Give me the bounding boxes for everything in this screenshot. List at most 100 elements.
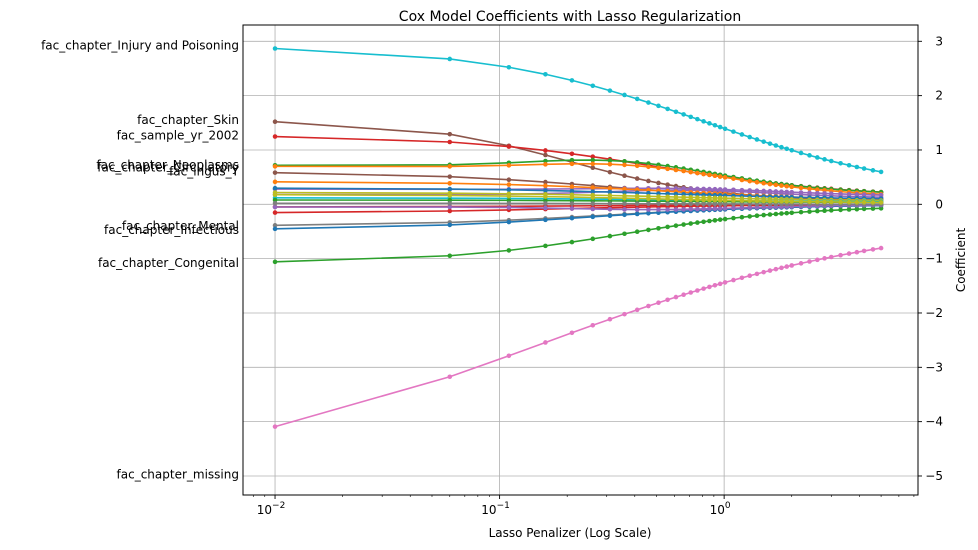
series-point [754, 198, 760, 204]
series-point [622, 186, 627, 192]
series-name-label: fac_chapter_Circulatory [97, 160, 239, 174]
series-point [822, 256, 827, 261]
series-point [622, 212, 627, 218]
series-point [656, 201, 661, 207]
series-point [447, 208, 453, 214]
series-point [272, 119, 278, 125]
series-point [272, 134, 278, 139]
series-point [543, 340, 548, 345]
series-point [665, 201, 670, 207]
series-point [838, 252, 843, 258]
series-point [739, 177, 745, 183]
series-point [846, 251, 852, 256]
series-point [688, 201, 694, 207]
y-tick-label: −3 [925, 360, 943, 374]
series-point [447, 204, 453, 210]
series-point [701, 119, 706, 124]
series-point [681, 292, 686, 298]
series-point [590, 214, 596, 220]
series-point [712, 283, 718, 288]
series-point [695, 206, 700, 212]
series-point [707, 218, 712, 224]
series-point [681, 112, 686, 117]
series-point [646, 227, 651, 233]
series-name-label: fac_chapter_Skin [137, 113, 239, 127]
series-point [681, 197, 686, 202]
chart-title: Cox Model Coefficients with Lasso Regula… [399, 9, 741, 25]
series-point [807, 199, 812, 205]
series-point [622, 207, 627, 212]
y-axis-label: Coefficient [954, 228, 968, 293]
series-point [789, 184, 795, 190]
series-line [272, 46, 884, 175]
series-point [506, 182, 512, 187]
series-name-labels: fac_chapter_Injury and Poisoning fac_chap… [41, 39, 240, 482]
x-axis-label: Lasso Penalizer (Log Scale) [489, 526, 652, 540]
series-point [838, 207, 843, 213]
series-point [447, 174, 453, 179]
series-point [779, 211, 784, 216]
series-point [681, 222, 686, 227]
series-point [665, 196, 670, 202]
series-point [701, 171, 706, 177]
series-point [779, 199, 784, 204]
series-point [569, 157, 575, 163]
series-point [447, 193, 453, 198]
series-point [828, 199, 834, 205]
series-point [272, 46, 278, 51]
series-point [739, 205, 745, 211]
series-point [656, 196, 661, 202]
series-point [828, 208, 834, 213]
series-point [272, 226, 278, 232]
series-point [838, 160, 843, 166]
series-point [569, 151, 575, 157]
series-point [767, 268, 773, 273]
series-point [701, 286, 706, 291]
series-point [773, 198, 779, 204]
series-point [789, 199, 795, 204]
series-point [854, 199, 860, 205]
series-point [731, 198, 736, 203]
series-point [712, 173, 718, 179]
series-point [506, 177, 512, 183]
series-point [569, 206, 575, 211]
series-point [695, 220, 700, 225]
series-point [870, 206, 876, 211]
x-tick-exponent: −2 [272, 501, 285, 511]
series-point [634, 196, 640, 201]
series-point [754, 137, 760, 142]
series-point [798, 209, 804, 215]
series-point [815, 155, 820, 160]
series-point [846, 162, 852, 168]
series-point [590, 83, 596, 89]
series-point [646, 164, 651, 170]
series-point [634, 229, 640, 234]
series-point [622, 190, 627, 195]
series-point [854, 206, 860, 212]
series-point [712, 201, 718, 207]
series-point [673, 167, 679, 173]
y-tick-label: −5 [925, 469, 943, 483]
series-point [447, 222, 453, 228]
series-point [272, 200, 278, 206]
series-point [272, 259, 278, 265]
series-point [543, 158, 548, 164]
series-point [665, 106, 670, 112]
y-tick-label: 2 [935, 89, 943, 103]
series-point [569, 239, 575, 245]
series-point [272, 223, 278, 228]
series-point [747, 273, 753, 279]
series-point [731, 277, 736, 283]
series-point [590, 206, 596, 212]
series-point [822, 157, 827, 162]
series-point [747, 134, 753, 140]
series-point [870, 168, 876, 173]
series-point [846, 207, 852, 212]
series-point [717, 281, 723, 287]
series-point [634, 96, 640, 102]
y-tick-label: −2 [925, 306, 943, 320]
series-point [784, 199, 790, 204]
series-point [784, 146, 790, 152]
series-point [646, 201, 651, 207]
series-point [590, 236, 596, 242]
